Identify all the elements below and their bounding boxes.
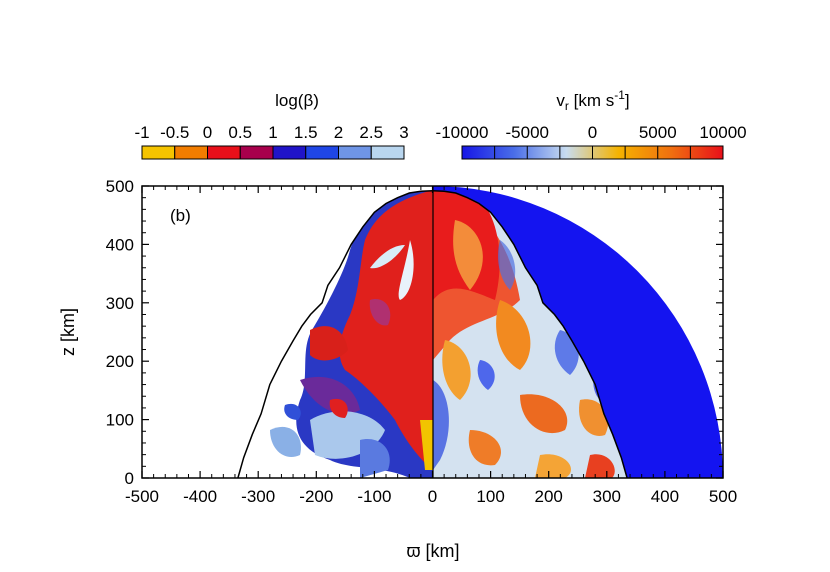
colorbar-beta-cell bbox=[141, 145, 176, 160]
colorbar-vr-tick-label: 5000 bbox=[639, 123, 677, 142]
y-axis-ticklabels: 0 100 200 300 400 500 bbox=[106, 177, 134, 488]
panel-label: (b) bbox=[170, 206, 191, 225]
y-axis-title: z [km] bbox=[58, 308, 78, 356]
colorbar-beta-cell bbox=[370, 145, 405, 160]
x-tick-label: 0 bbox=[428, 487, 437, 506]
y-tick-label: 300 bbox=[106, 294, 134, 313]
colorbar-beta-ticklabels: -1 -0.5 0 0.5 1 1.5 2 2.5 3 bbox=[134, 123, 408, 142]
y-tick-label: 200 bbox=[106, 352, 134, 371]
y-tick-label: 0 bbox=[125, 469, 134, 488]
x-tick-label: -300 bbox=[241, 487, 275, 506]
colorbar-beta-cell bbox=[338, 145, 372, 160]
x-tick-label: -400 bbox=[183, 487, 217, 506]
colorbar-vr: vr [km s-1] -10000 -5000 0 5000 10000 bbox=[436, 88, 747, 160]
colorbar-beta-tick-label: 3 bbox=[399, 123, 408, 142]
x-axis-ticklabels: -500 -400 -300 -200 -100 0 100 200 300 400 500 bbox=[125, 487, 737, 506]
shock-boundary-right bbox=[432, 189, 628, 478]
x-tick-label: 500 bbox=[709, 487, 737, 506]
colorbar-vr-tick-label: -10000 bbox=[436, 123, 489, 142]
x-axis-title: ϖ [km] bbox=[406, 541, 459, 561]
shock-boundary-left bbox=[237, 189, 433, 478]
y-tick-label: 100 bbox=[106, 411, 134, 430]
colorbar-vr-tick-label: -5000 bbox=[506, 123, 549, 142]
y-tick-label: 400 bbox=[106, 235, 134, 254]
colorbar-beta-tick-label: 2.5 bbox=[359, 123, 383, 142]
colorbar-vr-tick-label: 10000 bbox=[699, 123, 746, 142]
colorbar-vr-ticks bbox=[461, 146, 724, 159]
plot-content bbox=[237, 186, 723, 478]
colorbar-beta-tick-label: 0.5 bbox=[228, 123, 252, 142]
x-tick-label: 300 bbox=[593, 487, 621, 506]
x-axis-ticks bbox=[141, 186, 724, 478]
y-tick-label: 500 bbox=[106, 177, 134, 196]
colorbar-beta-tick-label: 2 bbox=[334, 123, 343, 142]
colorbar-beta-label: log(β) bbox=[275, 91, 319, 110]
colorbar-beta-cell bbox=[305, 145, 339, 160]
colorbar-vr-tick-label: 0 bbox=[588, 123, 597, 142]
colorbar-vr-label: vr [km s-1] bbox=[556, 88, 629, 113]
x-tick-label: 400 bbox=[651, 487, 679, 506]
colorbar-beta-tick-label: 1 bbox=[268, 123, 277, 142]
x-tick-label: 100 bbox=[476, 487, 504, 506]
y-axis-ticks bbox=[142, 185, 723, 479]
colorbar-beta-cell bbox=[207, 145, 241, 160]
colorbar-beta-tick-label: 0 bbox=[203, 123, 212, 142]
beta-field bbox=[237, 190, 433, 478]
colorbar-beta-cell bbox=[272, 145, 307, 160]
x-tick-label: -200 bbox=[299, 487, 333, 506]
colorbar-beta-cells bbox=[141, 145, 405, 160]
colorbar-beta: log(β) -1 -0.5 0 0.5 1 1.5 2 2.5 3 bbox=[134, 91, 409, 160]
x-tick-label: 200 bbox=[535, 487, 563, 506]
colorbar-beta-tick-label: -0.5 bbox=[160, 123, 189, 142]
colorbar-beta-tick-label: 1.5 bbox=[294, 123, 318, 142]
x-tick-label: -100 bbox=[357, 487, 391, 506]
colorbar-beta-cell bbox=[239, 145, 274, 160]
x-tick-label: -500 bbox=[125, 487, 159, 506]
colorbar-beta-cell bbox=[174, 145, 208, 160]
colorbar-vr-ticklabels: -10000 -5000 0 5000 10000 bbox=[436, 123, 747, 142]
colorbar-beta-tick-label: -1 bbox=[134, 123, 149, 142]
